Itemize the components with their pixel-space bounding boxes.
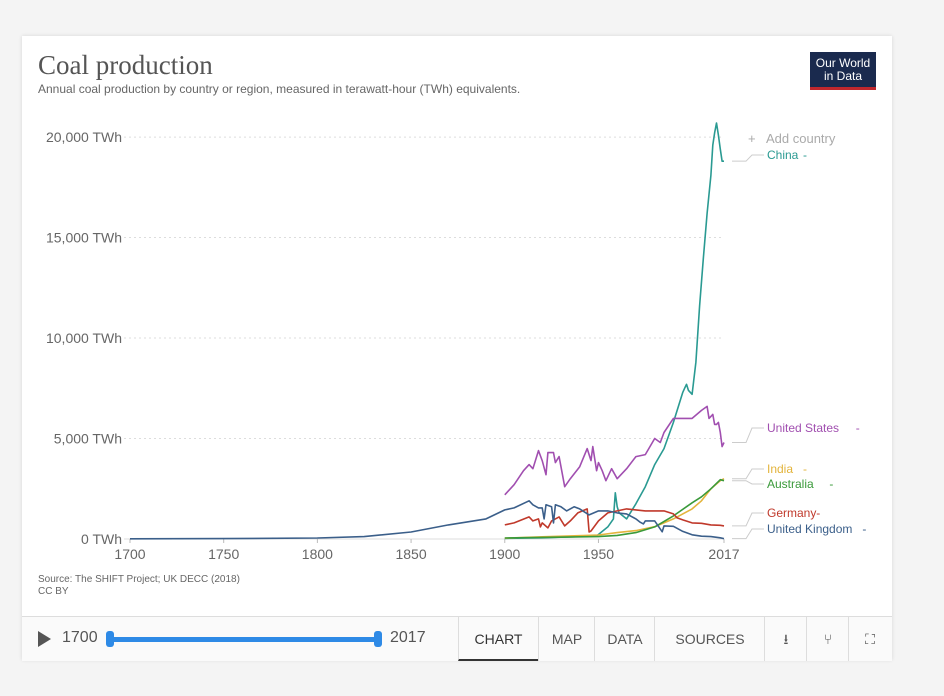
label-connector <box>732 427 764 444</box>
x-tick-label: 2017 <box>708 546 739 562</box>
label-connector <box>732 468 764 480</box>
series-line-united-kingdom[interactable] <box>129 500 725 540</box>
series-label[interactable]: United States <box>767 421 839 435</box>
series-label[interactable]: China <box>767 148 799 162</box>
series-label-dash: - <box>816 506 820 520</box>
logo-line-2: in Data <box>823 69 863 83</box>
timeline-start-year: 1700 <box>62 629 98 646</box>
add-country-label: Add country <box>766 131 836 146</box>
timeline-slider[interactable] <box>110 637 380 642</box>
line-chart: 0 TWh 5,000 TWh 10,000 TWh 15,000 TWh 20,000… <box>46 122 866 562</box>
license-text: CC BY <box>38 586 69 597</box>
chart-subtitle: Annual coal production by country or reg… <box>38 82 521 96</box>
timeline-end-year: 2017 <box>390 629 426 646</box>
fullscreen-icon[interactable]: ⛶ <box>848 617 891 661</box>
series-lines <box>129 122 725 540</box>
x-tick-label: 1900 <box>489 546 520 562</box>
series-line-germany[interactable] <box>504 508 725 533</box>
x-tick-label: 1850 <box>395 546 426 562</box>
y-tick-label: 5,000 TWh <box>54 431 122 447</box>
tab-sources[interactable]: SOURCES <box>654 617 765 661</box>
add-country-button[interactable]: + Add country <box>748 131 836 146</box>
y-tick-label: 10,000 TWh <box>46 330 122 346</box>
series-label-dash: - <box>803 462 807 476</box>
label-connector <box>732 480 764 485</box>
source-text: Source: The SHIFT Project; UK DECC (2018… <box>38 574 240 585</box>
series-line-australia[interactable] <box>504 478 725 539</box>
series-label[interactable]: Germany <box>767 506 816 520</box>
source-note: Source: The SHIFT Project; UK DECC (2018… <box>38 574 240 598</box>
label-connector <box>732 528 764 540</box>
tab-map[interactable]: MAP <box>538 617 595 661</box>
series-line-china[interactable] <box>504 122 724 540</box>
tab-data[interactable]: DATA <box>594 617 655 661</box>
x-tick-label: 1950 <box>583 546 614 562</box>
x-tick-label: 1750 <box>208 546 239 562</box>
y-axis-ticks: 0 TWh 5,000 TWh 10,000 TWh 15,000 TWh 20,000… <box>46 129 122 547</box>
series-line-united-states[interactable] <box>504 405 725 496</box>
timeline-end-handle[interactable] <box>374 631 382 647</box>
x-tick-label: 1800 <box>302 546 333 562</box>
y-tick-label: 20,000 TWh <box>46 129 122 145</box>
logo-line-1: Our World <box>815 56 871 70</box>
chart-card: Coal production Annual coal production b… <box>22 36 892 661</box>
label-connector <box>732 154 764 162</box>
series-label-dash: - <box>803 148 807 162</box>
download-icon[interactable]: ⭳ <box>764 617 807 661</box>
y-tick-label: 15,000 TWh <box>46 230 122 246</box>
tab-chart[interactable]: CHART <box>458 617 538 661</box>
x-axis-ticks: 1700 1750 1800 1850 1900 1950 2017 <box>114 539 740 562</box>
series-labels: China -United States -India -Australia -Germ… <box>732 148 866 540</box>
play-icon[interactable] <box>38 631 51 647</box>
series-label-dash: - <box>856 421 860 435</box>
series-label[interactable]: Australia <box>767 477 814 491</box>
chart-footer: 1700 2017 CHART MAP DATA SOURCES ⭳ ⑂ ⛶ <box>22 616 892 661</box>
series-label[interactable]: United Kingdom <box>767 522 852 536</box>
series-label[interactable]: India <box>767 462 793 476</box>
label-connector <box>732 512 764 527</box>
x-tick-label: 1700 <box>114 546 145 562</box>
plus-icon: + <box>748 131 756 146</box>
series-label-dash: - <box>862 522 866 536</box>
share-icon[interactable]: ⑂ <box>806 617 849 661</box>
chart-title: Coal production <box>38 50 213 80</box>
timeline-start-handle[interactable] <box>106 631 114 647</box>
gridlines <box>124 136 724 540</box>
y-tick-label: 0 TWh <box>81 531 122 547</box>
series-label-dash: - <box>829 477 833 491</box>
owid-logo[interactable]: Our World in Data <box>810 52 876 90</box>
